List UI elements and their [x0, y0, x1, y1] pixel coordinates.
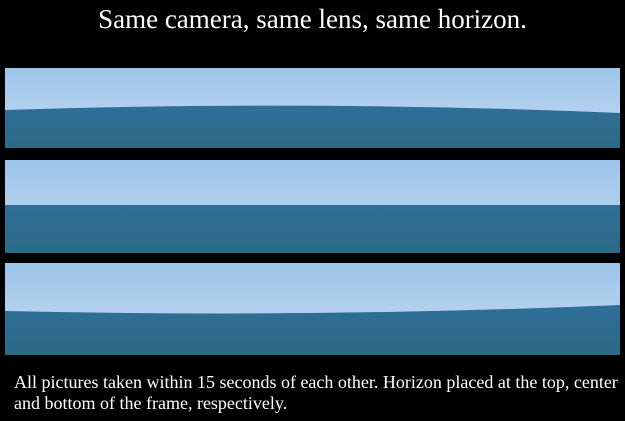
photo-bottom-horizon [5, 263, 620, 355]
photo-top-horizon [5, 68, 620, 148]
photo-center-horizon [5, 160, 620, 253]
page: Same camera, same lens, same horizon. Al… [0, 0, 625, 421]
title: Same camera, same lens, same horizon. [0, 2, 625, 36]
photo-panels [0, 0, 625, 421]
caption: All pictures taken within 15 seconds of … [14, 372, 619, 414]
